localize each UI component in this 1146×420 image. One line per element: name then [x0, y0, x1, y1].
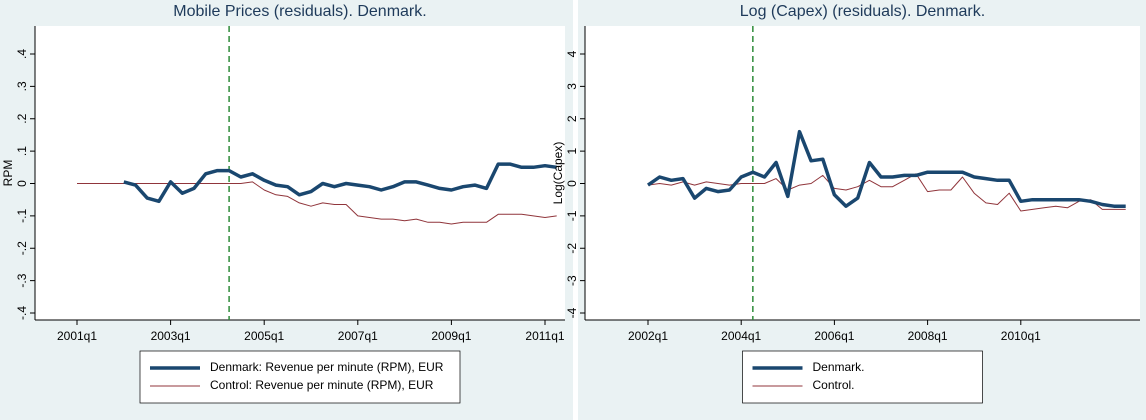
y-tick-label: 4 — [565, 50, 579, 57]
x-tick-label: 2009q1 — [431, 329, 471, 343]
series-line — [646, 129, 1126, 208]
plot-area — [35, 26, 565, 320]
y-axis-title: Log(Capex) — [551, 142, 565, 205]
y-tick-label: -.3 — [15, 273, 29, 287]
x-tick-label: 2006q1 — [814, 329, 854, 343]
series-line — [647, 173, 1126, 212]
y-tick-label: -.4 — [15, 306, 29, 320]
y-tick-label: -4 — [565, 307, 579, 318]
y-tick-label: 0 — [565, 180, 579, 187]
legend-box — [742, 350, 983, 404]
legend-label: Control: Revenue per minute (RPM), EUR — [210, 378, 434, 392]
plot-area — [585, 26, 1140, 320]
y-tick-label: -.2 — [15, 241, 29, 255]
y-axis-title: RPM — [1, 160, 15, 187]
y-tick-label: 3 — [565, 83, 579, 90]
y-tick-label: 1 — [565, 147, 579, 154]
y-tick-label: -1 — [565, 210, 579, 221]
x-tick-label: 2005q1 — [244, 329, 284, 343]
chart-title: Mobile Prices (residuals). Denmark. — [173, 3, 426, 20]
y-tick-label: -.1 — [15, 209, 29, 223]
x-tick-label: 2010q1 — [1001, 329, 1041, 343]
x-tick-label: 2011q1 — [525, 329, 564, 343]
x-tick-label: 2008q1 — [908, 329, 948, 343]
x-tick-label: 2004q1 — [721, 329, 761, 343]
y-tick-label: .2 — [15, 113, 29, 123]
y-tick-label: 2 — [565, 115, 579, 122]
legend-box — [139, 350, 461, 404]
y-tick-label: .1 — [15, 146, 29, 156]
legend-label: Denmark. — [813, 360, 865, 374]
y-tick-label: .3 — [15, 81, 29, 91]
y-tick-label: -2 — [565, 243, 579, 254]
y-tick-label: 0 — [15, 180, 29, 187]
y-tick-label: .4 — [15, 49, 29, 59]
x-tick-label: 2001q1 — [57, 329, 97, 343]
legend-label: Control. — [813, 378, 855, 392]
y-tick-label: -3 — [565, 275, 579, 286]
series-line — [77, 181, 557, 225]
x-tick-label: 2002q1 — [628, 329, 668, 343]
chart-title: Log (Capex) (residuals). Denmark. — [740, 3, 985, 20]
x-tick-label: 2003q1 — [151, 329, 191, 343]
legend-label: Denmark: Revenue per minute (RPM), EUR — [210, 360, 444, 374]
series-line — [123, 162, 557, 204]
x-tick-label: 2007q1 — [338, 329, 378, 343]
